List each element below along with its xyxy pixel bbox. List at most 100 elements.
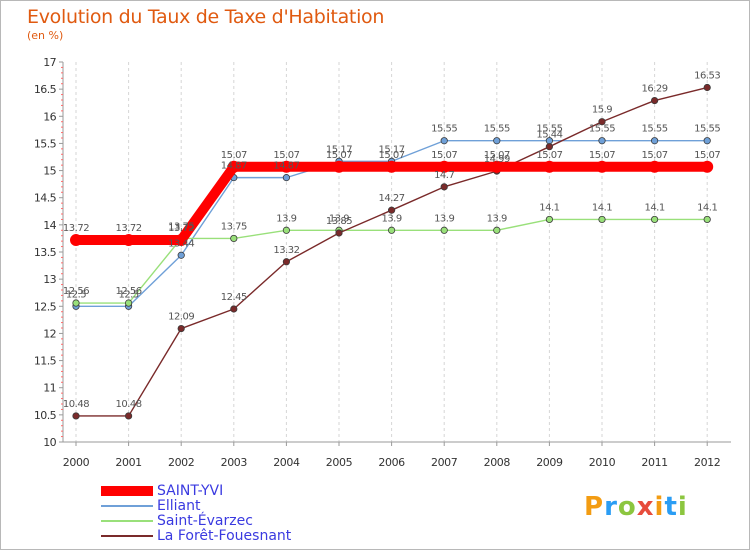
data-point [440, 137, 448, 145]
logo-letter: P [584, 492, 605, 522]
y-tick-label: 15 [43, 165, 56, 178]
data-label: 16.29 [642, 84, 668, 95]
data-label: 15.07 [379, 150, 405, 161]
legend-swatch [101, 520, 153, 522]
data-label: 12.56 [63, 286, 89, 297]
data-label: 14.7 [434, 170, 454, 181]
data-label: 15.9 [592, 105, 612, 116]
legend-swatch [101, 505, 153, 507]
y-tick-label: 17 [43, 56, 56, 69]
y-tick-label: 10 [43, 436, 56, 449]
data-label: 15.17 [379, 144, 405, 155]
data-label: 15.07 [431, 150, 457, 161]
data-label: 15.07 [221, 150, 247, 161]
data-label: 14.87 [273, 161, 299, 172]
data-label: 13.9 [381, 213, 401, 224]
y-tick-label: 16.5 [34, 83, 57, 96]
data-point [701, 160, 714, 173]
chart-unit: (en %) [27, 29, 64, 42]
y-tick-label: 11.5 [34, 355, 57, 368]
data-point [650, 96, 659, 105]
data-point [703, 215, 711, 224]
data-point [545, 143, 554, 151]
x-tick-label: 2008 [484, 456, 511, 469]
data-point [703, 83, 711, 92]
data-point [596, 160, 608, 173]
data-label: 13.75 [168, 221, 194, 232]
logo-letter: r [604, 492, 618, 522]
y-tick-label: 10.5 [34, 409, 57, 422]
data-label: 13.9 [434, 213, 454, 224]
chart-title: Evolution du Taux de Taxe d'Habitation [27, 6, 385, 28]
data-label: 12.5 [118, 289, 138, 300]
data-point [598, 215, 606, 224]
x-tick-label: 2003 [221, 456, 248, 469]
data-label: 13.9 [329, 213, 349, 224]
data-point [282, 174, 290, 182]
data-point [648, 160, 661, 173]
data-point [177, 251, 185, 259]
legend-label: La Forêt-Fouesnant [157, 528, 292, 544]
data-point [387, 226, 396, 234]
legend-swatch [101, 535, 153, 537]
data-label: 14.27 [379, 193, 405, 204]
data-point [387, 206, 396, 214]
logo-letter: i [654, 492, 665, 522]
data-label: 15.07 [326, 150, 352, 161]
data-label: 15.55 [484, 124, 510, 135]
data-label: 14.1 [539, 202, 559, 213]
data-point [650, 215, 659, 224]
data-point [598, 137, 606, 145]
data-label: 15.55 [589, 124, 615, 135]
data-point [230, 234, 238, 243]
data-label: 13.9 [276, 213, 296, 224]
y-tick-label: 13 [43, 273, 56, 286]
legend-label: Saint-Évarzec [157, 513, 253, 529]
data-point [703, 137, 711, 145]
logo-letter: o [617, 492, 637, 522]
data-label: 15.44 [536, 130, 562, 141]
x-tick-label: 2011 [641, 456, 667, 469]
x-tick-label: 2007 [431, 456, 458, 469]
data-point [440, 183, 448, 191]
data-label: 10.48 [63, 399, 89, 410]
data-label: 15.07 [273, 150, 299, 161]
y-tick-label: 14.5 [34, 192, 57, 205]
data-label: 15.55 [536, 124, 562, 135]
data-label: 12.56 [116, 286, 142, 297]
logo-letter: t [664, 492, 678, 522]
data-point [440, 226, 448, 234]
y-tick-label: 15.5 [34, 137, 57, 150]
data-label: 15.07 [484, 150, 510, 161]
y-tick-label: 12.5 [34, 300, 57, 313]
data-label: 15.17 [326, 144, 352, 155]
data-label: 12.09 [168, 312, 194, 323]
data-point [493, 226, 501, 234]
data-point [282, 226, 290, 234]
data-point [227, 160, 240, 173]
x-tick-label: 2000 [63, 456, 90, 469]
y-tick-label: 14 [43, 219, 56, 232]
data-label: 13.44 [168, 238, 194, 249]
y-tick-label: 12 [43, 327, 56, 340]
logo-letter: i [677, 492, 688, 522]
data-point [280, 160, 293, 173]
data-point [70, 234, 82, 247]
legend-label: SAINT-YVI [157, 483, 224, 499]
data-point [385, 160, 398, 173]
data-label: 13.72 [116, 223, 142, 234]
data-label: 13.9 [487, 213, 507, 224]
data-point [650, 137, 659, 145]
x-tick-label: 2009 [536, 456, 563, 469]
logo-letter: x [636, 492, 655, 522]
data-point [72, 299, 80, 307]
data-label: 15.07 [642, 150, 668, 161]
data-label: 15.07 [589, 150, 615, 161]
data-label: 13.85 [326, 216, 352, 227]
data-label: 15.07 [694, 150, 720, 161]
data-point [72, 412, 80, 420]
data-label: 12.5 [66, 289, 86, 300]
x-tick-label: 2004 [273, 456, 300, 469]
data-label: 14.1 [592, 202, 612, 213]
